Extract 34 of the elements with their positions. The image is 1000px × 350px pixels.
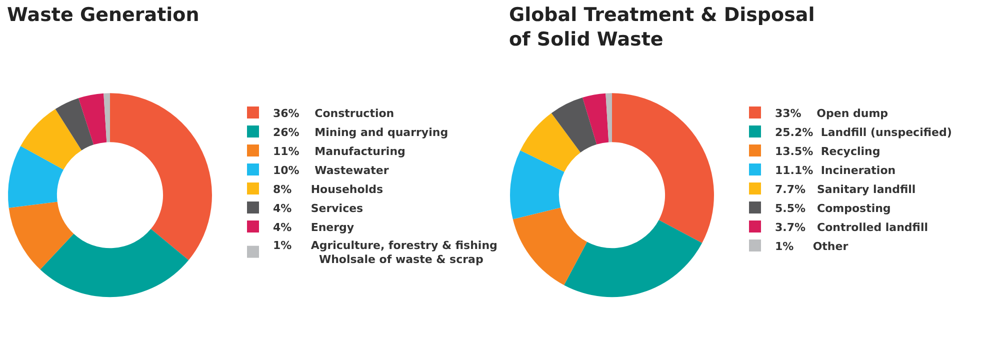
donut-slice — [55, 98, 94, 150]
donut-slice — [8, 146, 64, 208]
legend-label: 1% Agriculture, forestry & fishing Wholsale of waste & scrap — [273, 238, 498, 266]
donut-slice — [582, 93, 609, 144]
legend-label: 26% Mining and quarrying — [273, 126, 448, 139]
legend-label: 10% Wastewater — [273, 164, 390, 177]
legend-label: 33% Open dump — [775, 106, 888, 120]
donut-slice — [110, 93, 212, 260]
donut-slice — [606, 93, 612, 142]
donut-slice — [512, 208, 588, 286]
legend-label: 5.5% Composting — [775, 202, 891, 215]
donut-slice — [20, 109, 82, 170]
legend-label: 13.5% Recycling — [775, 144, 880, 158]
legend-label: 8% Households — [273, 182, 384, 196]
legend-label: 11% Manufacturing — [273, 144, 406, 158]
donut-slice — [8, 202, 74, 270]
chart-title: Global Treatment & Disposal of Solid Waste — [509, 4, 815, 51]
donut-slice — [510, 150, 564, 220]
legend-label: 11.1% Incineration — [775, 164, 896, 177]
legend-label: 7.7% Sanitary landfill — [775, 182, 916, 196]
donut-slice — [564, 220, 702, 298]
donut-slice — [551, 97, 597, 152]
legend-label: 4% Energy — [273, 220, 354, 234]
donut-slice — [40, 228, 189, 298]
donut-slice — [78, 93, 107, 145]
donut-slice — [104, 93, 110, 142]
legend-label: 36% Construction — [273, 106, 394, 120]
legend-label: 3.7% Controlled landfill — [775, 220, 928, 234]
legend-label: 25.2% Landfill (unspecified) — [775, 126, 952, 139]
chart-title: Waste Generation — [7, 4, 200, 26]
legend-label: 4% Services — [273, 202, 364, 215]
donut-slice — [612, 93, 714, 243]
donut-slice — [520, 113, 580, 172]
legend-label: 1% Other — [775, 240, 849, 253]
